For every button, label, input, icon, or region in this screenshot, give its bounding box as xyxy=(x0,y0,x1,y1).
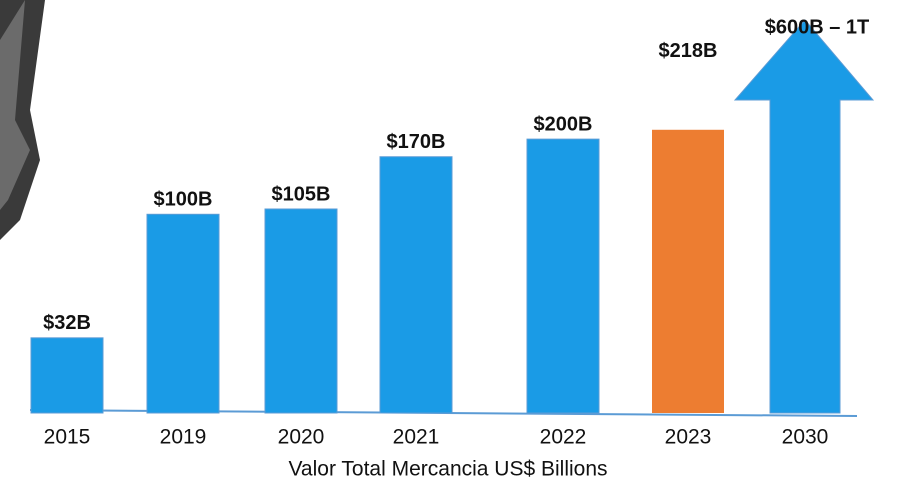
x-tick-label: 2022 xyxy=(540,426,587,449)
bar xyxy=(380,157,452,413)
bar xyxy=(147,214,219,413)
x-tick-label: 2030 xyxy=(782,426,829,449)
value-label: $32B xyxy=(43,312,91,334)
bar xyxy=(31,338,103,413)
x-tick-label: 2023 xyxy=(665,426,712,449)
bar xyxy=(652,130,724,413)
bar xyxy=(265,209,337,413)
x-tick-label: 2020 xyxy=(278,426,325,449)
chart: Valor Total Mercancia US$ Billions $32B 2… xyxy=(0,0,897,487)
x-tick-label: 2019 xyxy=(160,426,207,449)
value-label: $100B xyxy=(154,189,213,211)
x-tick-label: 2021 xyxy=(393,426,440,449)
value-label: $600B – 1T xyxy=(765,16,870,38)
value-label: $218B xyxy=(659,40,718,62)
value-label: $105B xyxy=(272,183,331,205)
value-label: $200B xyxy=(534,113,593,135)
arrow-bar xyxy=(735,20,873,413)
bar xyxy=(527,139,599,413)
value-label: $170B xyxy=(387,131,446,153)
x-tick-label: 2015 xyxy=(44,426,91,449)
x-axis-label: Valor Total Mercancia US$ Billions xyxy=(288,458,607,481)
